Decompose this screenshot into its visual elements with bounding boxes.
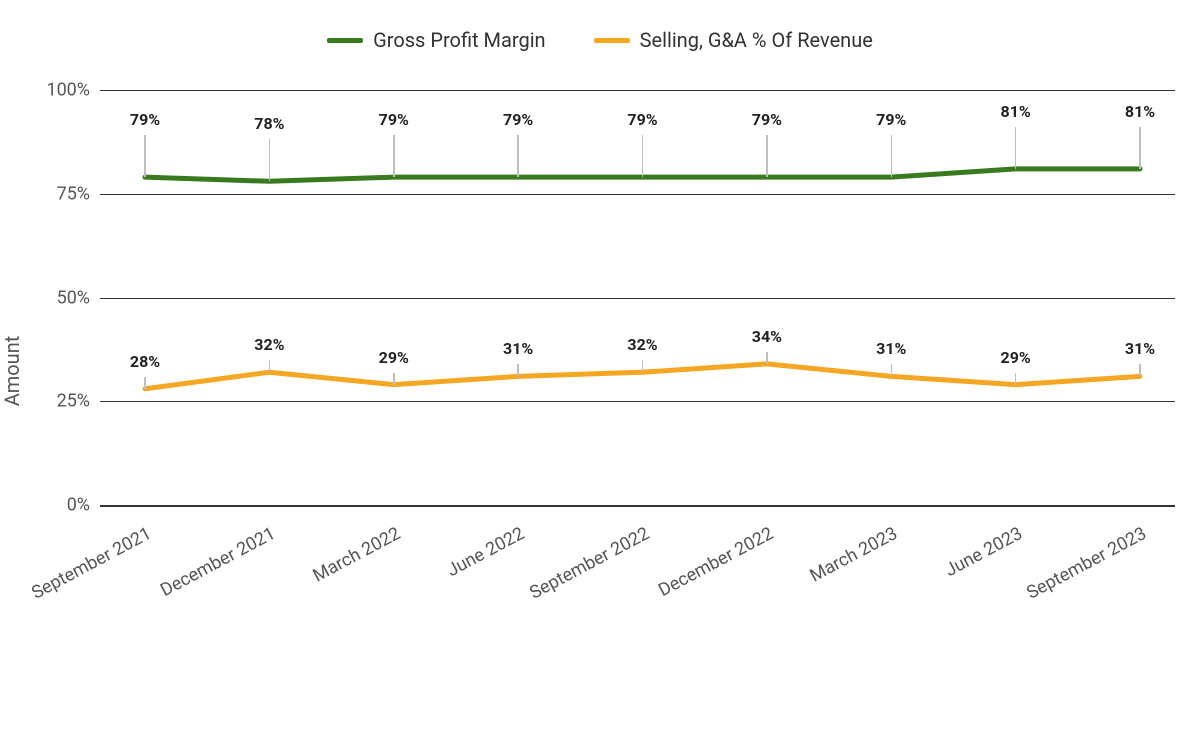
data-label: 81% (1001, 102, 1031, 121)
data-label: 34% (752, 327, 782, 346)
data-label: 79% (876, 110, 906, 129)
data-label: 79% (752, 110, 782, 129)
data-label: 79% (627, 110, 657, 129)
data-label: 79% (379, 110, 409, 129)
data-label: 79% (503, 110, 533, 129)
y-tick-label: 50% (57, 287, 100, 308)
y-tick-label: 75% (57, 183, 100, 204)
y-tick-label: 0% (67, 495, 100, 516)
y-tick-label: 100% (46, 80, 100, 101)
legend-swatch (327, 38, 363, 43)
data-label: 31% (1125, 339, 1155, 358)
gridline (100, 505, 1175, 507)
legend-label: Gross Profit Margin (373, 28, 545, 52)
y-axis-title: Amount (0, 335, 24, 406)
data-callout (642, 135, 644, 177)
data-callout (144, 377, 146, 389)
data-label: 81% (1125, 102, 1155, 121)
data-callout (269, 360, 271, 372)
data-label: 32% (254, 335, 284, 354)
data-callout (766, 352, 768, 364)
x-tick-label: September 2023 (1023, 523, 1150, 604)
legend: Gross Profit Margin Selling, G&A % Of Re… (0, 28, 1200, 52)
x-tick-label: March 2022 (309, 523, 403, 586)
x-tick-label: September 2022 (526, 523, 653, 604)
data-label: 29% (1001, 348, 1031, 367)
y-tick-label: 25% (57, 391, 100, 412)
data-callout (891, 135, 893, 177)
data-label: 31% (503, 339, 533, 358)
legend-item-gross-profit: Gross Profit Margin (327, 28, 545, 52)
data-callout (393, 373, 395, 385)
data-callout (891, 364, 893, 376)
gridline (100, 90, 1175, 91)
x-tick-label: December 2021 (157, 523, 279, 601)
data-label: 78% (254, 114, 284, 133)
x-tick-label: March 2023 (807, 523, 901, 586)
data-callout (1139, 364, 1141, 376)
data-label: 29% (379, 348, 409, 367)
legend-swatch (594, 38, 630, 43)
legend-item-sga: Selling, G&A % Of Revenue (594, 28, 873, 52)
data-callout (269, 139, 271, 181)
data-callout (1139, 127, 1141, 169)
data-callout (642, 360, 644, 372)
x-tick-label: June 2022 (444, 523, 528, 581)
data-label: 31% (876, 339, 906, 358)
data-callout (393, 135, 395, 177)
gridline (100, 194, 1175, 195)
plot-area: 0%25%50%75%100%September 2021December 20… (100, 90, 1175, 505)
data-callout (517, 135, 519, 177)
data-callout (1015, 373, 1017, 385)
data-label: 28% (130, 352, 160, 371)
gridline (100, 298, 1175, 299)
data-callout (1015, 127, 1017, 169)
x-tick-label: September 2021 (28, 523, 155, 604)
data-callout (766, 135, 768, 177)
legend-label: Selling, G&A % Of Revenue (640, 28, 873, 52)
data-callout (144, 135, 146, 177)
gridline (100, 401, 1175, 402)
x-tick-label: December 2022 (655, 523, 777, 601)
data-label: 32% (627, 335, 657, 354)
margin-chart: Gross Profit Margin Selling, G&A % Of Re… (0, 0, 1200, 741)
x-tick-label: June 2023 (941, 523, 1025, 581)
data-label: 79% (130, 110, 160, 129)
data-callout (517, 364, 519, 376)
